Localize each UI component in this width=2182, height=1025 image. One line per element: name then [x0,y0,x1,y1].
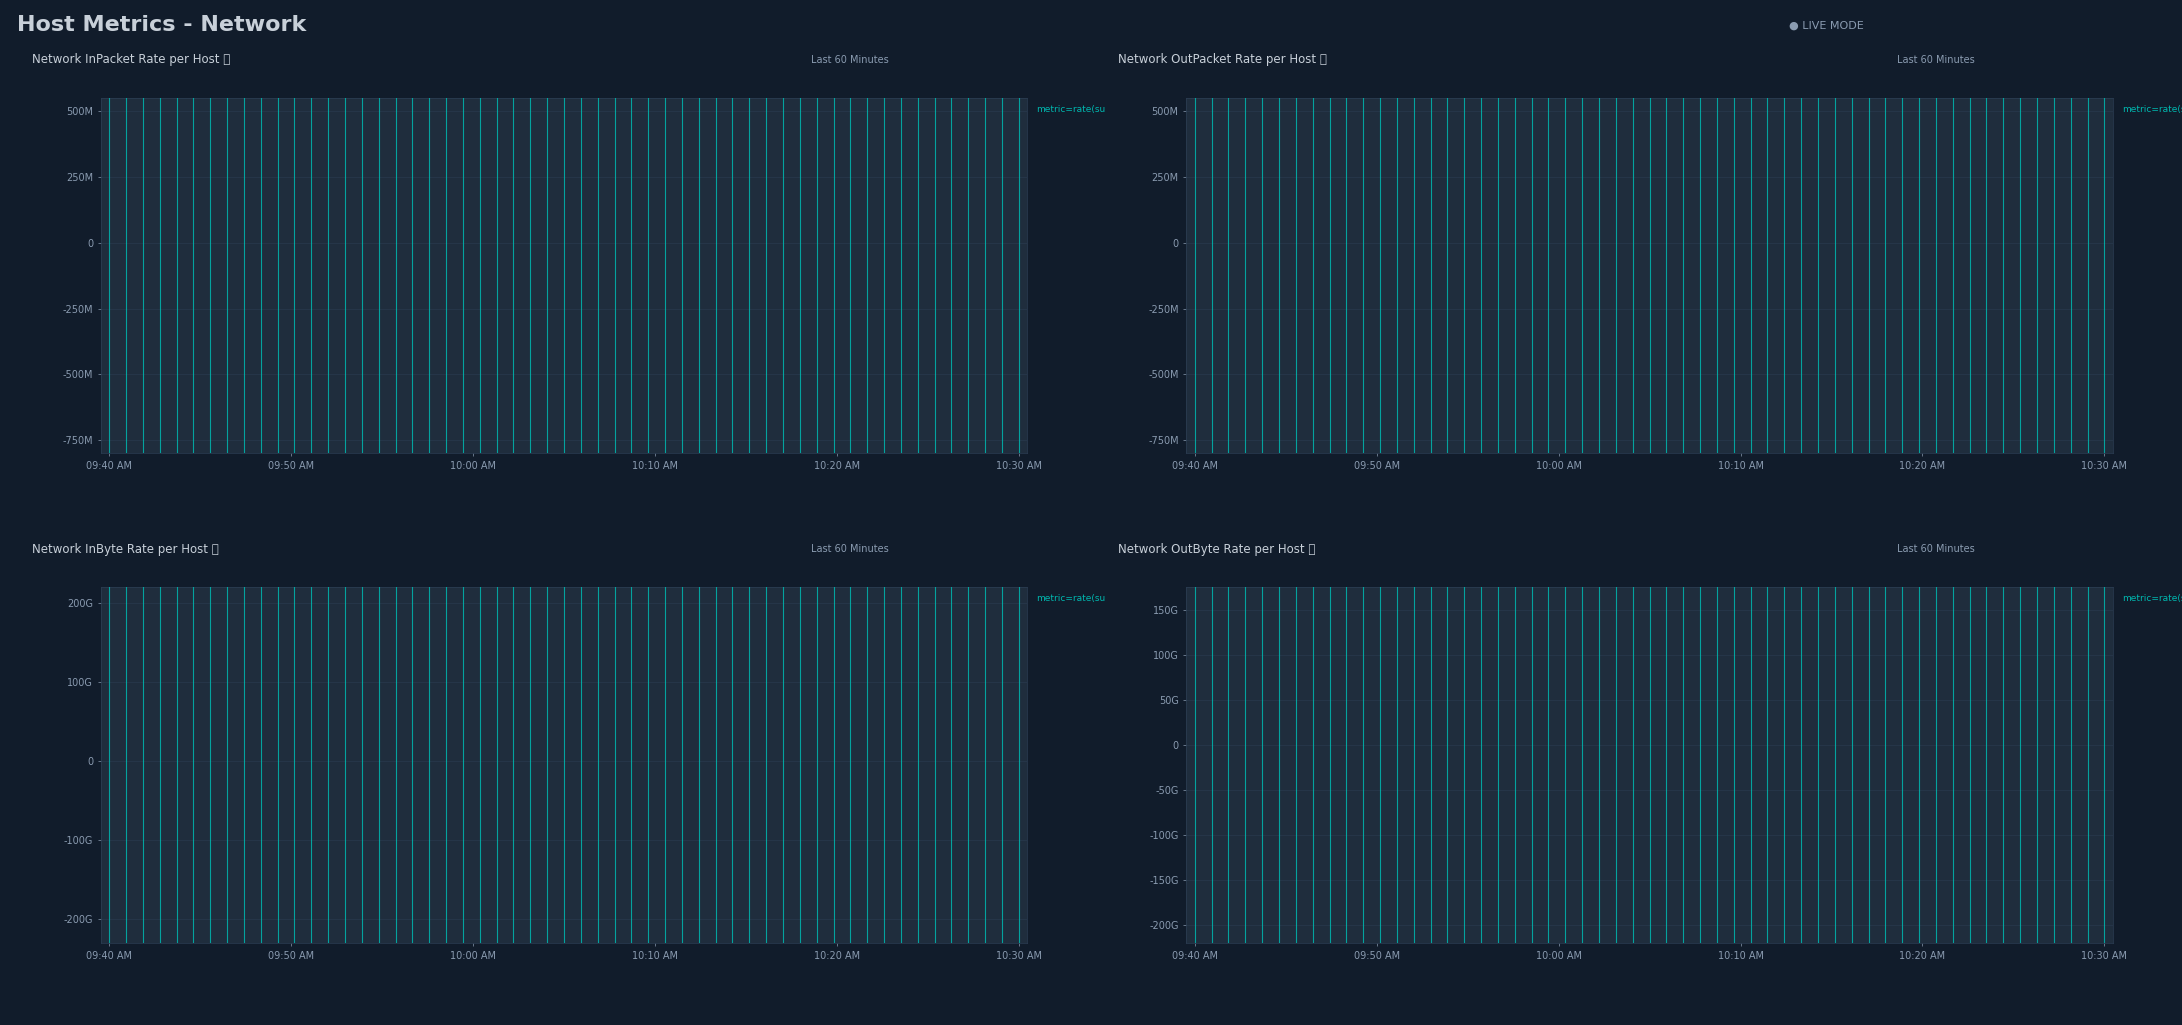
Text: ● LIVE MODE: ● LIVE MODE [1789,20,1863,31]
Text: Host Metrics - Network: Host Metrics - Network [17,15,308,36]
Text: Network InPacket Rate per Host 🔍: Network InPacket Rate per Host 🔍 [33,53,231,67]
Text: metric=rate(su: metric=rate(su [1036,594,1106,604]
Text: metric=rate(su: metric=rate(su [2123,594,2182,604]
Text: metric=rate(su: metric=rate(su [2123,105,2182,114]
Text: Last 60 Minutes: Last 60 Minutes [812,55,890,65]
Text: Network OutPacket Rate per Host 🔍: Network OutPacket Rate per Host 🔍 [1117,53,1327,67]
Text: Last 60 Minutes: Last 60 Minutes [1896,55,1975,65]
Text: metric=rate(su: metric=rate(su [1036,105,1106,114]
Text: Network OutByte Rate per Host 🔍: Network OutByte Rate per Host 🔍 [1117,543,1316,556]
Text: Network InByte Rate per Host 🔍: Network InByte Rate per Host 🔍 [33,543,218,556]
Text: Last 60 Minutes: Last 60 Minutes [812,544,890,555]
Text: Last 60 Minutes: Last 60 Minutes [1896,544,1975,555]
